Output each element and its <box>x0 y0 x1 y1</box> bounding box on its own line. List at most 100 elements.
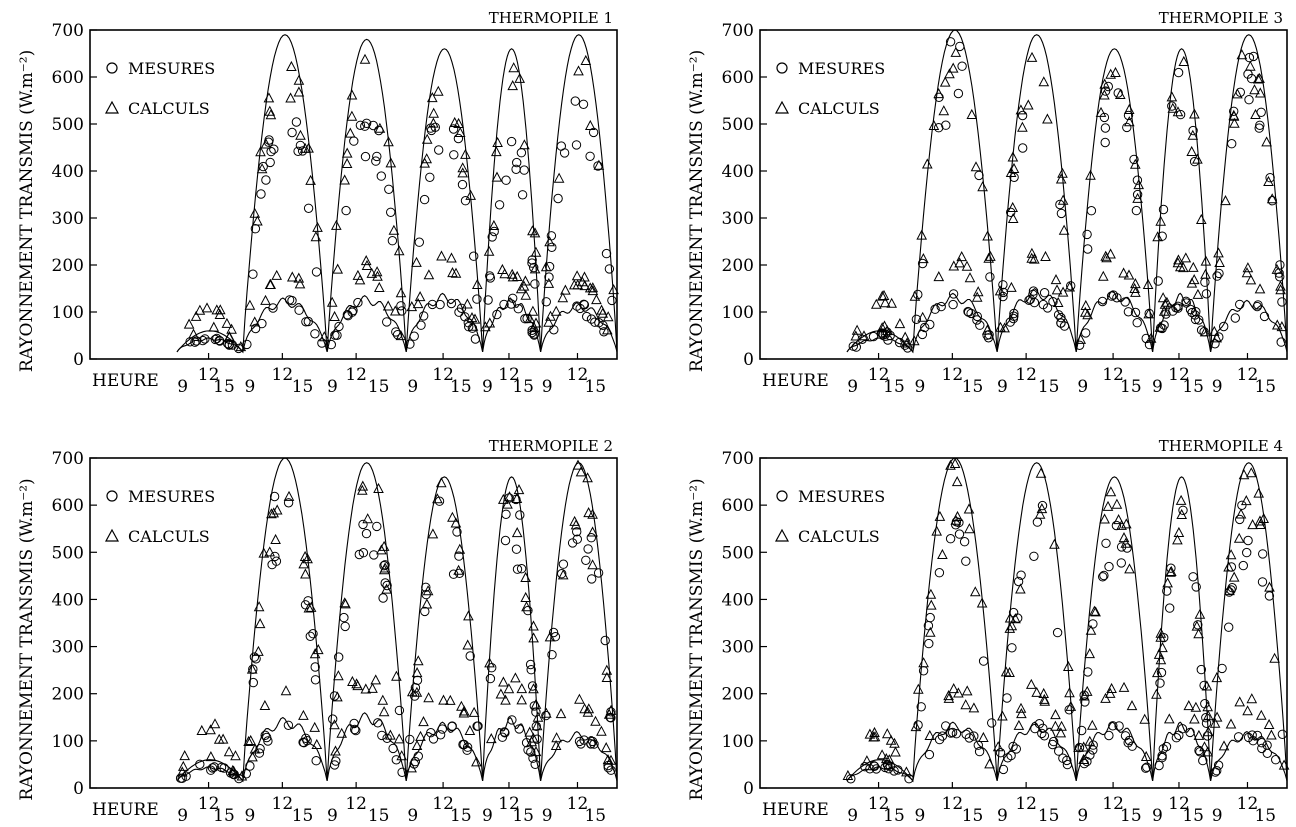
point-mesures <box>287 127 297 138</box>
point-calculs <box>1139 713 1151 724</box>
legend-marker-calculs <box>774 528 790 542</box>
point-mesures <box>507 715 517 725</box>
point-calculs <box>1057 167 1068 178</box>
point-calculs <box>1095 106 1107 117</box>
point-mesures <box>550 632 561 642</box>
point-mesures <box>1158 744 1169 754</box>
point-calculs <box>468 706 480 717</box>
point-calculs <box>531 720 543 731</box>
x-tick-label-morning: 9 <box>997 806 1008 826</box>
point-calculs <box>1158 305 1170 316</box>
point-mesures <box>419 311 429 321</box>
x-tick-label-afternoon: 15 <box>512 806 534 826</box>
point-calculs <box>1085 624 1097 635</box>
point-calculs <box>934 510 946 521</box>
point-mesures <box>511 544 522 554</box>
point-calculs <box>528 620 539 631</box>
point-mesures <box>1037 500 1048 511</box>
point-calculs <box>1245 274 1257 285</box>
point-mesures <box>409 759 419 769</box>
point-calculs <box>326 296 338 307</box>
point-calculs <box>511 527 523 538</box>
x-tick-label-morning: 9 <box>482 377 493 397</box>
point-mesures <box>462 745 472 755</box>
point-calculs <box>1101 252 1112 263</box>
point-mesures <box>1255 120 1265 131</box>
point-calculs <box>1078 741 1090 752</box>
point-mesures <box>492 309 502 320</box>
point-mesures <box>1161 741 1172 752</box>
plot-frame <box>89 457 618 789</box>
x-tick-label-morning: 9 <box>327 806 338 826</box>
point-mesures <box>1037 728 1047 739</box>
point-calculs <box>1017 121 1028 132</box>
point-mesures <box>585 151 595 162</box>
point-mesures <box>1244 95 1254 105</box>
point-calculs <box>530 246 542 257</box>
point-calculs <box>312 221 323 232</box>
point-mesures <box>1191 582 1201 592</box>
point-mesures <box>954 529 965 539</box>
y-axis-label: RAYONNEMENT TRANSMIS (W.m⁻²) <box>17 50 37 372</box>
point-mesures <box>846 774 856 784</box>
point-mesures <box>242 339 252 350</box>
x-tick-label-noon: 12 <box>498 794 520 814</box>
point-mesures <box>260 730 270 740</box>
point-mesures <box>269 491 280 502</box>
point-mesures <box>454 551 464 561</box>
point-mesures <box>1066 281 1076 291</box>
point-calculs <box>244 299 256 310</box>
scatter-points <box>842 457 1290 784</box>
point-calculs <box>1247 519 1258 530</box>
point-calculs <box>1015 104 1027 115</box>
point-calculs <box>1142 278 1154 289</box>
point-calculs <box>298 558 310 569</box>
point-mesures <box>485 273 496 283</box>
point-mesures <box>350 724 360 735</box>
point-calculs <box>886 297 898 308</box>
x-tick-label-afternoon: 15 <box>1182 377 1204 397</box>
point-calculs <box>858 330 870 341</box>
point-calculs <box>421 598 433 609</box>
point-mesures <box>501 509 511 519</box>
point-calculs <box>1145 332 1157 343</box>
point-mesures <box>261 175 271 185</box>
point-mesures <box>917 258 928 269</box>
point-calculs <box>1057 286 1069 297</box>
y-tick-label: 500 <box>722 115 754 135</box>
point-mesures <box>532 734 542 744</box>
legend-label-calculs: CALCULS <box>128 527 210 546</box>
x-tick-label-afternoon: 15 <box>1120 806 1142 826</box>
point-calculs <box>1223 561 1234 572</box>
point-calculs <box>1245 467 1257 478</box>
x-tick-label-morning: 9 <box>407 806 418 826</box>
point-calculs <box>318 331 330 342</box>
point-mesures <box>916 702 926 712</box>
point-calculs <box>1040 250 1051 261</box>
point-mesures <box>425 172 435 183</box>
point-mesures <box>972 311 982 322</box>
point-mesures <box>361 528 372 539</box>
point-mesures <box>1168 306 1178 316</box>
point-mesures <box>1074 340 1085 350</box>
point-calculs <box>243 735 254 746</box>
point-mesures <box>973 740 983 750</box>
point-mesures <box>1237 500 1247 510</box>
x-tick-label-morning: 9 <box>1212 806 1223 826</box>
point-mesures <box>1013 576 1024 587</box>
point-calculs <box>453 564 464 575</box>
point-calculs <box>1064 687 1075 698</box>
point-calculs <box>423 692 434 703</box>
point-calculs <box>330 745 341 756</box>
point-mesures <box>207 763 218 773</box>
point-calculs <box>1104 687 1116 698</box>
point-mesures <box>334 321 344 332</box>
point-mesures <box>397 306 407 316</box>
point-calculs <box>1263 718 1275 729</box>
point-calculs <box>332 691 343 702</box>
point-calculs <box>1238 469 1250 480</box>
x-tick-label-morning: 9 <box>177 806 188 826</box>
point-calculs <box>1242 705 1253 716</box>
point-mesures <box>1257 738 1267 748</box>
point-mesures <box>1189 156 1200 167</box>
